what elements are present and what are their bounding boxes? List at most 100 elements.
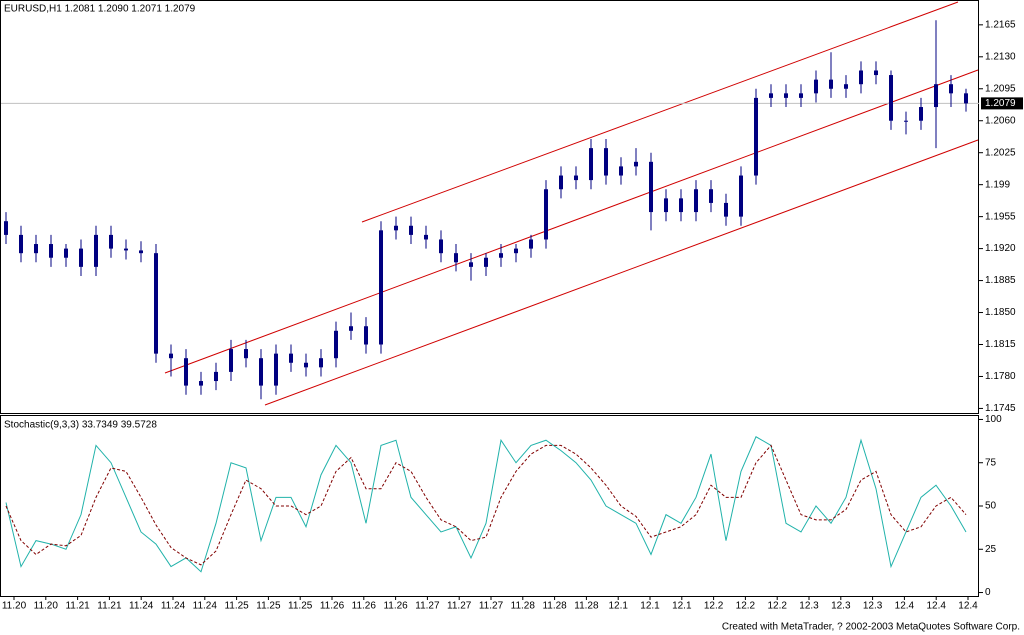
- candle-body: [769, 93, 773, 98]
- y-tick-label: 100: [985, 414, 1002, 425]
- candle-body: [949, 84, 953, 94]
- candle-body: [154, 253, 158, 354]
- candle-body: [634, 161, 638, 167]
- candle-body: [289, 353, 293, 363]
- x-tick-label: 11.21: [65, 601, 90, 612]
- channel-lower: [264, 139, 979, 406]
- price-panel: [0, 0, 979, 414]
- candle-body: [274, 353, 278, 386]
- candle-body: [469, 262, 473, 267]
- y-tick-label: 1.199: [985, 179, 1010, 190]
- candle-body: [709, 189, 713, 203]
- x-tick-label: 11.25: [288, 601, 313, 612]
- candle-body: [139, 250, 143, 254]
- candle-body: [319, 358, 323, 368]
- y-tick-label: 1.2165: [985, 19, 1016, 30]
- y-tick-label: 1.2130: [985, 51, 1016, 62]
- y-tick-label: 1.1955: [985, 211, 1016, 222]
- x-tick-label: 12.3: [799, 601, 819, 612]
- candle-body: [499, 253, 503, 258]
- candle-body: [589, 148, 593, 181]
- x-tick-label: 12.4: [926, 601, 946, 612]
- candle-body: [859, 70, 863, 85]
- candle-body: [574, 175, 578, 181]
- y-tick-label: 1.1920: [985, 243, 1016, 254]
- x-tick-label: 11.20: [2, 601, 27, 612]
- y-tick-label: 1.1850: [985, 307, 1016, 318]
- candle-body: [64, 248, 68, 258]
- candle-body: [724, 202, 728, 217]
- y-tick-label: 1.1815: [985, 339, 1016, 350]
- y-tick-label: 1.2025: [985, 147, 1016, 158]
- channel-middle: [164, 69, 979, 374]
- candle-body: [439, 239, 443, 254]
- x-tick-label: 11.26: [383, 601, 408, 612]
- candle-body: [739, 175, 743, 217]
- candle-body: [169, 353, 173, 359]
- candle-body: [244, 349, 248, 359]
- candle-body: [874, 70, 878, 76]
- candle-body: [514, 248, 518, 254]
- x-tick-label: 12.1: [640, 601, 660, 612]
- x-tick-label: 11.21: [97, 601, 122, 612]
- x-tick-label: 11.24: [193, 601, 218, 612]
- x-tick-label: 12.4: [958, 601, 978, 612]
- candle-body: [109, 234, 113, 249]
- candle-body: [694, 189, 698, 213]
- x-tick-label: 11.28: [574, 601, 599, 612]
- candle-body: [454, 253, 458, 263]
- candle-body: [364, 326, 368, 345]
- candle-body: [124, 248, 128, 251]
- price-header: EURUSD,H1 1.2081 1.2090 1.2071 1.2079: [4, 4, 196, 15]
- candle-body: [904, 120, 908, 122]
- x-tick-label: 11.25: [224, 601, 249, 612]
- y-tick-label: 1.2060: [985, 115, 1016, 126]
- x-tick-label: 12.2: [767, 601, 787, 612]
- y-tick-label: 0: [985, 587, 991, 598]
- candle-body: [799, 93, 803, 98]
- candle-body: [409, 225, 413, 235]
- current-price-label: 1.2079: [985, 98, 1016, 109]
- candle-body: [259, 358, 263, 386]
- x-tick-label: 11.28: [511, 601, 536, 612]
- y-tick-label: 1.2095: [985, 83, 1016, 94]
- x-tick-label: 12.3: [863, 601, 883, 612]
- candle-body: [754, 97, 758, 176]
- stochastic-line: [5, 444, 967, 566]
- y-tick-label: 1.1780: [985, 371, 1016, 382]
- candle-body: [649, 161, 653, 213]
- candle-body: [424, 234, 428, 240]
- x-tick-label: 12.2: [736, 601, 756, 612]
- y-tick-label: 50: [985, 501, 997, 512]
- x-tick-label: 12.1: [608, 601, 628, 612]
- candle-body: [214, 371, 218, 382]
- candle-body: [394, 225, 398, 231]
- footer: Created with MetaTrader, ? 2002-2003 Met…: [722, 622, 1020, 633]
- candle-body: [529, 239, 533, 249]
- x-tick-label: 11.25: [256, 601, 281, 612]
- candle-body: [889, 75, 893, 121]
- x-tick-label: 12.4: [895, 601, 915, 612]
- candle-body: [544, 189, 548, 240]
- candle-body: [229, 349, 233, 372]
- y-tick-label: 25: [985, 544, 997, 555]
- stochastic-header: Stochastic(9,3,3) 33.7349 39.5728: [4, 420, 157, 431]
- candle-body: [94, 234, 98, 267]
- candle-body: [934, 84, 938, 108]
- candle-body: [844, 84, 848, 89]
- candle-body: [19, 234, 23, 254]
- x-tick-label: 11.26: [352, 601, 377, 612]
- candle-body: [79, 248, 83, 267]
- stochastic-line: [5, 436, 967, 573]
- candle-body: [334, 330, 338, 359]
- x-tick-label: 11.27: [415, 601, 440, 612]
- candle-body: [349, 326, 353, 331]
- x-tick-label: 11.26: [320, 601, 345, 612]
- x-tick-label: 12.2: [704, 601, 724, 612]
- candle-body: [784, 93, 788, 98]
- x-tick-label: 12.1: [672, 601, 692, 612]
- candle-body: [814, 79, 818, 94]
- y-tick-label: 75: [985, 457, 997, 468]
- candle-body: [4, 221, 8, 235]
